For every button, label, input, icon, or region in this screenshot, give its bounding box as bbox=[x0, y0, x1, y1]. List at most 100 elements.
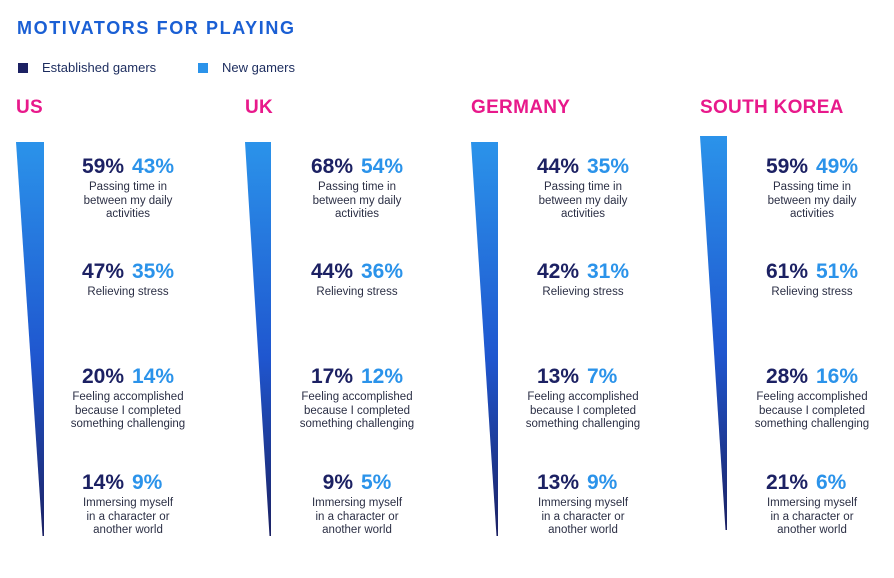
motivator-item: 61% 51% Relieving stress bbox=[737, 260, 887, 300]
motivator-label: Immersing myself in a character or another… bbox=[282, 497, 432, 538]
established-value: 68% bbox=[310, 155, 353, 178]
new-value: 9% bbox=[587, 471, 618, 494]
motivator-values: 21% 6% bbox=[737, 471, 887, 495]
motivator-item: 68% 54% Passing time in between my daily act… bbox=[282, 155, 432, 222]
gradient-wedge bbox=[245, 142, 271, 536]
motivator-label-line: something challenging bbox=[754, 418, 870, 430]
motivator-item: 44% 35% Passing time in between my daily act… bbox=[508, 155, 658, 222]
new-value: 12% bbox=[361, 365, 404, 388]
legend-label-established: Established gamers bbox=[42, 60, 157, 75]
new-value: 7% bbox=[587, 365, 618, 388]
established-value: 14% bbox=[81, 471, 124, 494]
motivator-values: 13% 7% bbox=[508, 365, 658, 389]
motivator-label: Relieving stress bbox=[53, 286, 203, 300]
motivator-label-line: in a character or bbox=[315, 510, 399, 523]
established-value: 59% bbox=[81, 155, 124, 178]
motivator-item: 13% 7% Feeling accomplished because I compl… bbox=[508, 365, 658, 432]
motivator-label: Passing time in between my daily activitie… bbox=[53, 181, 203, 222]
established-value: 59% bbox=[765, 155, 808, 178]
motivator-item: 9% 5% Immersing myself in a character or ano… bbox=[282, 471, 432, 538]
motivator-label: Relieving stress bbox=[282, 286, 432, 300]
motivator-label-line: something challenging bbox=[299, 418, 415, 430]
motivator-values: 20% 14% bbox=[53, 365, 203, 389]
motivator-label-line: Passing time in bbox=[773, 181, 851, 193]
motivator-label-line: another world bbox=[93, 524, 163, 536]
motivator-label-line: another world bbox=[322, 524, 392, 536]
motivator-label-line: Immersing myself bbox=[311, 497, 403, 509]
motivator-label-line: between my daily bbox=[767, 194, 857, 207]
new-value: 49% bbox=[816, 155, 859, 178]
wedge-shape bbox=[16, 142, 44, 536]
motivator-label-line: Feeling accomplished bbox=[72, 391, 184, 403]
established-value: 47% bbox=[81, 260, 124, 283]
motivator-label-line: because I completed bbox=[74, 404, 182, 417]
motivator-label-line: Relieving stress bbox=[542, 286, 624, 298]
country-panel: SOUTH KOREA 59% 49% Passing time in between … bbox=[700, 0, 890, 578]
legend-item-new: New gamers bbox=[198, 60, 295, 75]
motivator-item: 28% 16% Feeling accomplished because I comp… bbox=[737, 365, 887, 432]
country-panel: US 59% 43% Passing time in between my daily a… bbox=[16, 0, 206, 578]
motivator-values: 68% 54% bbox=[282, 155, 432, 179]
motivator-label-line: Relieving stress bbox=[771, 286, 853, 298]
gradient-wedge bbox=[471, 142, 498, 536]
new-value: 14% bbox=[132, 365, 175, 388]
motivator-label-line: between my daily bbox=[312, 194, 402, 207]
motivator-label-line: activities bbox=[560, 208, 606, 220]
motivator-label: Immersing myself in a character or another… bbox=[737, 497, 887, 538]
established-value: 44% bbox=[310, 260, 353, 283]
motivator-item: 13% 9% Immersing myself in a character or an… bbox=[508, 471, 658, 538]
motivator-label-line: Passing time in bbox=[318, 181, 396, 193]
country-name: US bbox=[16, 97, 43, 118]
motivator-label: Feeling accomplished because I completed s… bbox=[53, 391, 203, 432]
established-value: 21% bbox=[765, 471, 808, 494]
motivator-label-line: activities bbox=[334, 208, 380, 220]
established-value: 20% bbox=[81, 365, 124, 388]
motivator-label: Relieving stress bbox=[508, 286, 658, 300]
motivator-item: 59% 43% Passing time in between my daily act… bbox=[53, 155, 203, 222]
motivator-values: 47% 35% bbox=[53, 260, 203, 284]
gradient-wedge bbox=[16, 142, 44, 536]
established-value: 61% bbox=[765, 260, 808, 283]
motivator-values: 13% 9% bbox=[508, 471, 658, 495]
motivator-item: 21% 6% Immersing myself in a character or an… bbox=[737, 471, 887, 538]
motivator-label-line: Feeling accomplished bbox=[527, 391, 639, 403]
new-value: 35% bbox=[132, 260, 175, 283]
motivator-label-line: Feeling accomplished bbox=[756, 391, 868, 403]
motivator-values: 59% 49% bbox=[737, 155, 887, 179]
new-value: 31% bbox=[587, 260, 630, 283]
motivator-label: Feeling accomplished because I completed s… bbox=[737, 391, 887, 432]
new-value: 35% bbox=[587, 155, 630, 178]
new-value: 51% bbox=[816, 260, 859, 283]
motivator-label-line: between my daily bbox=[83, 194, 173, 207]
established-value: 13% bbox=[536, 471, 579, 494]
motivator-label-line: something challenging bbox=[525, 418, 641, 430]
motivator-label: Passing time in between my daily activitie… bbox=[737, 181, 887, 222]
wedge-shape bbox=[471, 142, 498, 536]
motivator-label-line: Immersing myself bbox=[537, 497, 629, 509]
country-name: GERMANY bbox=[471, 97, 571, 118]
motivator-label: Passing time in between my daily activitie… bbox=[508, 181, 658, 222]
wedge-shape bbox=[700, 136, 727, 530]
motivator-values: 44% 35% bbox=[508, 155, 658, 179]
motivator-label-line: because I completed bbox=[303, 404, 411, 417]
motivator-label-line: another world bbox=[548, 524, 618, 536]
motivator-item: 42% 31% Relieving stress bbox=[508, 260, 658, 300]
legend-item-established: Established gamers bbox=[18, 60, 156, 75]
motivator-label-line: in a character or bbox=[770, 510, 854, 523]
motivator-label-line: Relieving stress bbox=[87, 286, 169, 298]
motivator-item: 47% 35% Relieving stress bbox=[53, 260, 203, 300]
new-value: 5% bbox=[361, 471, 392, 494]
country-panel: GERMANY 44% 35% Passing time in between my d… bbox=[471, 0, 661, 578]
country-name: UK bbox=[245, 97, 274, 118]
motivator-values: 44% 36% bbox=[282, 260, 432, 284]
new-value: 54% bbox=[361, 155, 404, 178]
motivator-label-line: activities bbox=[105, 208, 151, 220]
motivator-label-line: between my daily bbox=[538, 194, 628, 207]
motivator-label: Passing time in between my daily activitie… bbox=[282, 181, 432, 222]
motivator-item: 14% 9% Immersing myself in a character or an… bbox=[53, 471, 203, 538]
established-value: 42% bbox=[536, 260, 579, 283]
motivator-label-line: Passing time in bbox=[544, 181, 622, 193]
motivator-label: Relieving stress bbox=[737, 286, 887, 300]
legend-swatch-established bbox=[18, 62, 28, 73]
motivator-item: 20% 14% Feeling accomplished because I comp… bbox=[53, 365, 203, 432]
